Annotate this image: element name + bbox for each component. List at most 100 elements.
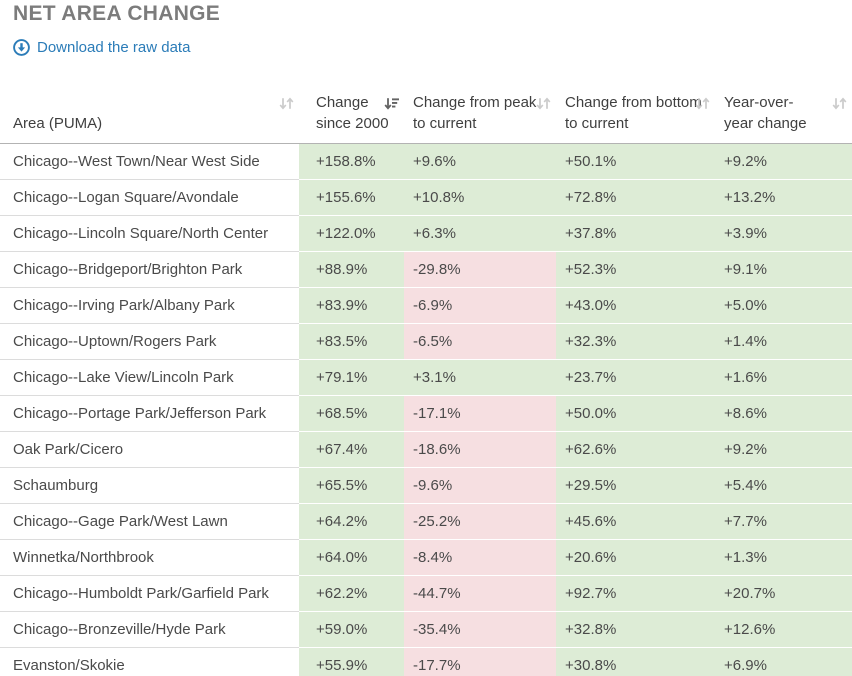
- column-header-label: Change from bottom to current: [565, 94, 702, 132]
- area-cell: Chicago--Irving Park/Albany Park: [0, 287, 299, 324]
- column-header-year-over-year[interactable]: Year-over-year change: [715, 86, 852, 144]
- value-cell: +32.3%: [556, 323, 715, 360]
- value-cell: +45.6%: [556, 503, 715, 540]
- value-cell: +9.6%: [404, 143, 556, 180]
- area-cell: Evanston/Skokie: [0, 647, 299, 676]
- value-cell: +72.8%: [556, 179, 715, 216]
- table-row: Chicago--Lake View/Lincoln Park +79.1% +3.…: [0, 359, 852, 396]
- column-header-change-from-bottom[interactable]: Change from bottom to current: [556, 86, 715, 144]
- area-cell: Winnetka/Northbrook: [0, 539, 299, 576]
- sort-icon: [831, 95, 848, 112]
- value-cell: +30.8%: [556, 647, 715, 676]
- download-raw-data-link[interactable]: Download the raw data: [13, 39, 190, 56]
- sort-icon: [694, 95, 711, 112]
- value-cell: +52.3%: [556, 251, 715, 288]
- table-row: Chicago--Uptown/Rogers Park +83.5% -6.5% +3…: [0, 323, 852, 360]
- value-cell: -8.4%: [404, 539, 556, 576]
- area-cell: Chicago--Lincoln Square/North Center: [0, 215, 299, 252]
- value-cell: +6.3%: [404, 215, 556, 252]
- value-cell: -9.6%: [404, 467, 556, 504]
- value-cell: -17.1%: [404, 395, 556, 432]
- value-cell: +62.2%: [299, 575, 404, 612]
- area-cell: Chicago--Humboldt Park/Garfield Park: [0, 575, 299, 612]
- value-cell: +83.5%: [299, 323, 404, 360]
- value-cell: +50.1%: [556, 143, 715, 180]
- value-cell: -6.5%: [404, 323, 556, 360]
- table-row: Evanston/Skokie +55.9% -17.7% +30.8% +6.9%: [0, 647, 852, 676]
- value-cell: +62.6%: [556, 431, 715, 468]
- value-cell: +68.5%: [299, 395, 404, 432]
- value-cell: +83.9%: [299, 287, 404, 324]
- value-cell: -35.4%: [404, 611, 556, 648]
- column-header-label: Change since 2000: [316, 94, 389, 132]
- area-cell: Schaumburg: [0, 467, 299, 504]
- value-cell: +88.9%: [299, 251, 404, 288]
- table-body: Chicago--West Town/Near West Side +158.8%…: [0, 143, 852, 676]
- value-cell: +1.3%: [715, 539, 852, 576]
- table-row: Chicago--Lincoln Square/North Center +122…: [0, 215, 852, 252]
- download-icon: [13, 39, 30, 56]
- value-cell: -6.9%: [404, 287, 556, 324]
- value-cell: -18.6%: [404, 431, 556, 468]
- area-cell: Chicago--Uptown/Rogers Park: [0, 323, 299, 360]
- value-cell: +23.7%: [556, 359, 715, 396]
- area-cell: Chicago--Bronzeville/Hyde Park: [0, 611, 299, 648]
- value-cell: -29.8%: [404, 251, 556, 288]
- table-row: Oak Park/Cicero +67.4% -18.6% +62.6% +9.2%: [0, 431, 852, 468]
- value-cell: +9.1%: [715, 251, 852, 288]
- page-header: NET AREA CHANGE Download the raw data: [0, 0, 852, 61]
- value-cell: +3.1%: [404, 359, 556, 396]
- sort-icon: [535, 95, 552, 112]
- area-cell: Chicago--Logan Square/Avondale: [0, 179, 299, 216]
- value-cell: +7.7%: [715, 503, 852, 540]
- value-cell: +1.6%: [715, 359, 852, 396]
- column-header-area-puma[interactable]: Area (PUMA): [0, 86, 299, 144]
- value-cell: -44.7%: [404, 575, 556, 612]
- table-row: Chicago--Portage Park/Jefferson Park +68.…: [0, 395, 852, 432]
- value-cell: +12.6%: [715, 611, 852, 648]
- value-cell: +64.0%: [299, 539, 404, 576]
- value-cell: +64.2%: [299, 503, 404, 540]
- value-cell: -17.7%: [404, 647, 556, 676]
- sort-icon: [278, 95, 295, 112]
- value-cell: +5.0%: [715, 287, 852, 324]
- value-cell: +79.1%: [299, 359, 404, 396]
- table-row: Chicago--Gage Park/West Lawn +64.2% -25.2%…: [0, 503, 852, 540]
- area-cell: Chicago--Portage Park/Jefferson Park: [0, 395, 299, 432]
- value-cell: +32.8%: [556, 611, 715, 648]
- area-cell: Chicago--Bridgeport/Brighton Park: [0, 251, 299, 288]
- area-cell: Chicago--West Town/Near West Side: [0, 143, 299, 180]
- column-header-label: Year-over-year change: [724, 94, 807, 132]
- value-cell: +67.4%: [299, 431, 404, 468]
- column-header-label: Change from peak to current: [413, 94, 537, 132]
- value-cell: +122.0%: [299, 215, 404, 252]
- value-cell: +37.8%: [556, 215, 715, 252]
- value-cell: +20.6%: [556, 539, 715, 576]
- download-link-label: Download the raw data: [37, 39, 191, 56]
- value-cell: +29.5%: [556, 467, 715, 504]
- value-cell: +1.4%: [715, 323, 852, 360]
- table-row: Chicago--Bridgeport/Brighton Park +88.9% -…: [0, 251, 852, 288]
- value-cell: +20.7%: [715, 575, 852, 612]
- table-row: Chicago--Humboldt Park/Garfield Park +62.…: [0, 575, 852, 612]
- column-header-change-from-peak[interactable]: Change from peak to current: [404, 86, 556, 144]
- area-cell: Oak Park/Cicero: [0, 431, 299, 468]
- value-cell: +155.6%: [299, 179, 404, 216]
- column-header-change-since-2000[interactable]: Change since 2000: [299, 86, 404, 144]
- value-cell: +55.9%: [299, 647, 404, 676]
- value-cell: +92.7%: [556, 575, 715, 612]
- table-row: Chicago--Logan Square/Avondale +155.6% +10…: [0, 179, 852, 216]
- value-cell: +59.0%: [299, 611, 404, 648]
- page-title: NET AREA CHANGE: [13, 2, 221, 25]
- value-cell: +50.0%: [556, 395, 715, 432]
- net-area-change-table: Area (PUMA) Change since 2000: [0, 86, 852, 676]
- value-cell: +8.6%: [715, 395, 852, 432]
- table-row: Chicago--West Town/Near West Side +158.8%…: [0, 143, 852, 180]
- table-row: Schaumburg +65.5% -9.6% +29.5% +5.4%: [0, 467, 852, 504]
- table-row: Winnetka/Northbrook +64.0% -8.4% +20.6% +1.3…: [0, 539, 852, 576]
- area-cell: Chicago--Gage Park/West Lawn: [0, 503, 299, 540]
- table-row: Chicago--Irving Park/Albany Park +83.9% -6…: [0, 287, 852, 324]
- table-row: Chicago--Bronzeville/Hyde Park +59.0% -35.…: [0, 611, 852, 648]
- value-cell: +43.0%: [556, 287, 715, 324]
- table-header-row: Area (PUMA) Change since 2000: [0, 86, 852, 144]
